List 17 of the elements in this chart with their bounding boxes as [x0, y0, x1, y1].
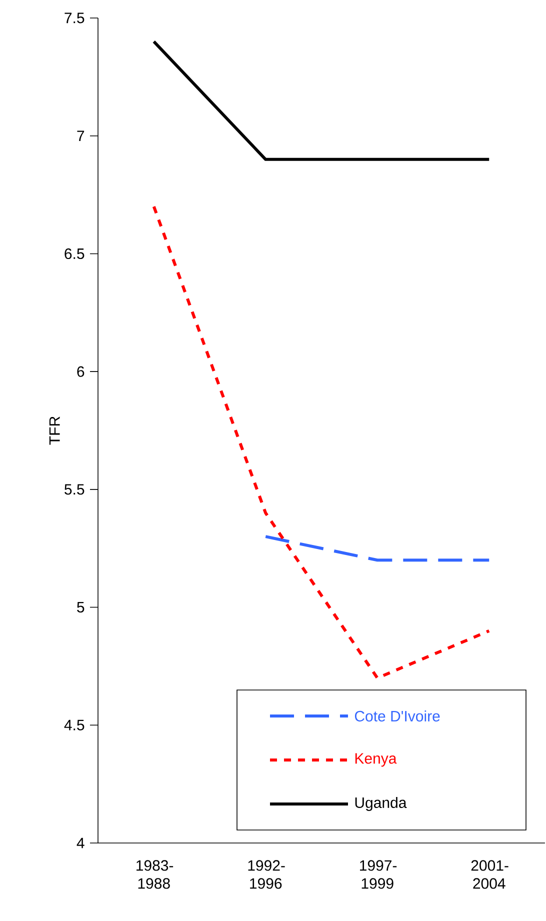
y-tick-label: 6.5 — [64, 248, 84, 260]
x-tick-label: 1983-1988 — [136, 860, 174, 889]
y-tick-label: 7.5 — [64, 12, 84, 24]
text: Cote D'Ivoire — [354, 710, 440, 722]
x-tick-label: 2001-2004 — [471, 860, 508, 889]
y-tick-label: 7 — [77, 130, 84, 142]
y-tick-label: 5 — [77, 602, 84, 613]
x-tick-label: 1992-1996 — [248, 860, 285, 889]
y-tick-label: 4 — [76, 838, 84, 848]
text: Kenya — [355, 753, 397, 767]
x-tick-label: 1997-1999 — [360, 860, 397, 889]
text: Uganda — [355, 797, 407, 811]
y-tick-label: 5.5 — [64, 484, 84, 495]
y-tick-label: 6 — [77, 366, 84, 377]
y-axis-title: TFR — [49, 416, 60, 445]
line-series — [152, 205, 491, 680]
y-tick-label: 4.5 — [64, 720, 84, 730]
